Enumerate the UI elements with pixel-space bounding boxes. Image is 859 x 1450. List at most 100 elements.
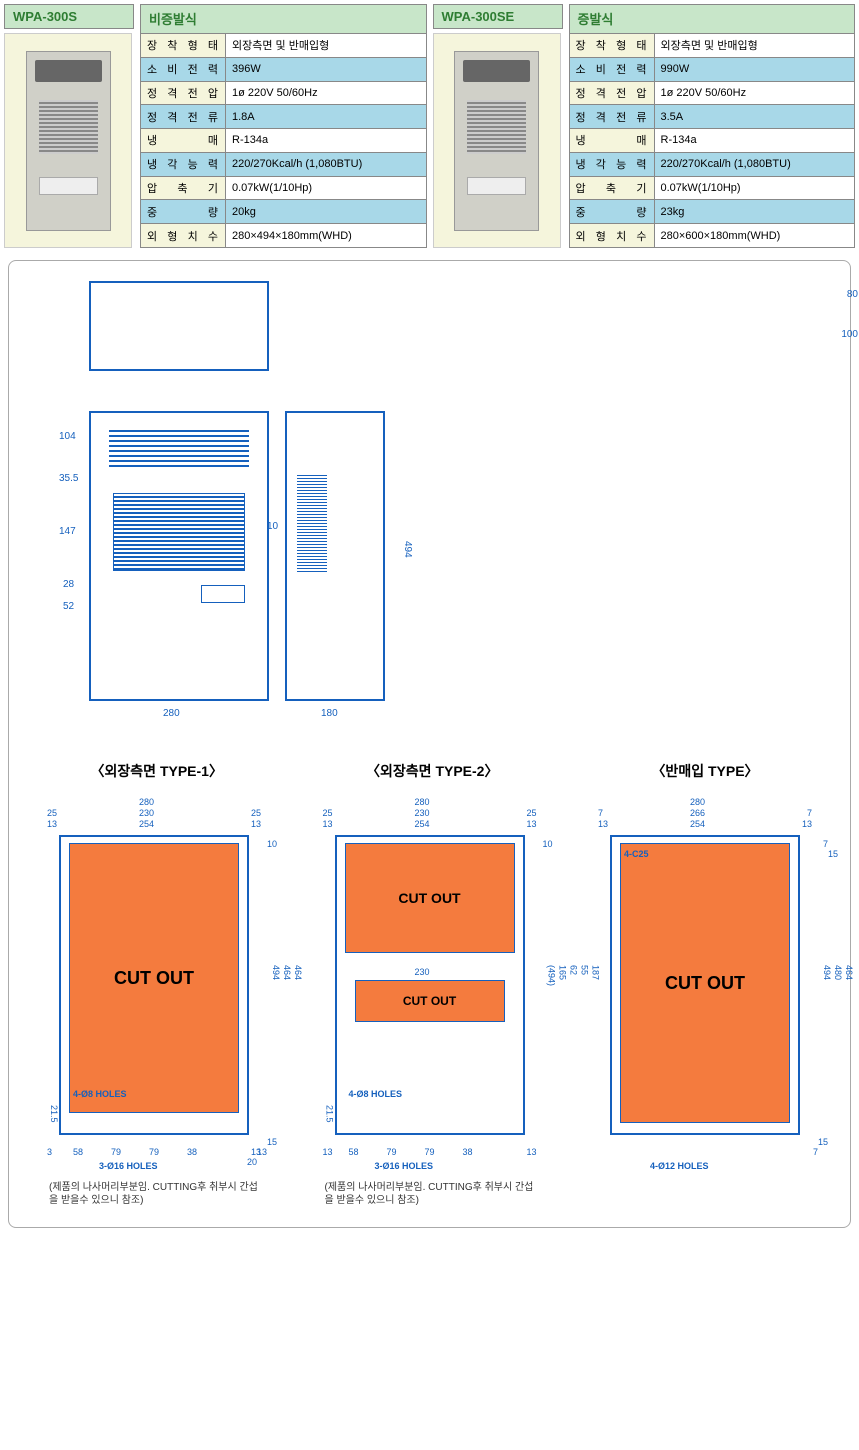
dim: 58: [73, 1147, 83, 1157]
dim: 62: [569, 965, 579, 975]
front-view-drawing: [89, 411, 269, 701]
product-image: [433, 33, 561, 248]
hole-note: 3-Ø16 HOLES: [375, 1161, 434, 1171]
dim: 494: [271, 965, 281, 980]
spec-row: 정 격 전 압1ø 220V 50/60Hz: [141, 81, 427, 105]
cutout-region: CUT OUT: [355, 980, 505, 1022]
spec-label: 장 착 형 태: [141, 33, 226, 57]
type-header: 비증발식: [141, 5, 427, 34]
dim: 494: [402, 541, 413, 558]
dim: 13: [251, 1147, 261, 1157]
dim: 280: [690, 797, 705, 807]
dim: 21.5: [325, 1105, 335, 1123]
spec-value: 396W: [226, 57, 427, 81]
top-view-drawing: [89, 281, 269, 371]
dim: 13: [526, 819, 536, 829]
spec-row: 중 량20kg: [141, 200, 427, 224]
spec-label: 장 착 형 태: [569, 33, 654, 57]
spec-value: 23kg: [654, 200, 855, 224]
dim: 13: [802, 819, 812, 829]
dim: 280: [139, 797, 154, 807]
mount-note: (제품의 나사머리부분임. CUTTING후 취부시 간섭을 받을수 있으니 참…: [305, 1181, 561, 1207]
dim: 15: [818, 1137, 828, 1147]
spec-value: 280×600×180mm(WHD): [654, 224, 855, 248]
dim: 180: [321, 708, 338, 719]
dim: 79: [425, 1147, 435, 1157]
hole-note: 4-Ø8 HOLES: [349, 1089, 403, 1099]
dim: 494: [822, 965, 832, 980]
dim: 254: [139, 819, 154, 829]
spec-label: 외 형 치 수: [569, 224, 654, 248]
mount-drawing: 28023025425251313CUT OUT4944644641015132…: [29, 795, 279, 1175]
spec-value: R-134a: [226, 129, 427, 153]
dim: 25: [526, 808, 536, 818]
dim: 254: [415, 819, 430, 829]
spec-row: 정 격 전 류3.5A: [569, 105, 855, 129]
spec-row: 장 착 형 태외장측면 및 반매입형: [569, 33, 855, 57]
cutout-region: CUT OUT: [69, 843, 239, 1113]
spec-section: WPA-300S비증발식장 착 형 태외장측면 및 반매입형소 비 전 력396…: [0, 0, 859, 252]
spec-value: 20kg: [226, 200, 427, 224]
dim: 35.5: [59, 473, 78, 484]
product-block: WPA-300S비증발식장 착 형 태외장측면 및 반매입형소 비 전 력396…: [4, 4, 427, 248]
dim: 13: [526, 1147, 536, 1157]
spec-value: 0.07kW(1/10Hp): [654, 176, 855, 200]
hole-note: 4-Ø8 HOLES: [73, 1089, 127, 1099]
dim: 79: [149, 1147, 159, 1157]
spec-label: 중 량: [569, 200, 654, 224]
dim: 38: [187, 1147, 197, 1157]
side-view-drawing: [285, 411, 385, 701]
hole-note: 4-C25: [624, 849, 649, 859]
mount-note: (제품의 나사머리부분임. CUTTING후 취부시 간섭을 받을수 있으니 참…: [29, 1181, 285, 1207]
spec-row: 중 량23kg: [569, 200, 855, 224]
dim: 230: [415, 808, 430, 818]
spec-label: 정 격 전 압: [569, 81, 654, 105]
model-header: WPA-300SE: [433, 4, 563, 29]
dim: 254: [690, 819, 705, 829]
type-header: 증발식: [569, 5, 855, 34]
dim: 13: [251, 819, 261, 829]
spec-label: 소 비 전 력: [569, 57, 654, 81]
mount-block: 〈외장측면 TYPE-1〉28023025425251313CUT OUT494…: [29, 761, 285, 1207]
dim: 7: [813, 1147, 818, 1157]
spec-label: 냉 매: [569, 129, 654, 153]
dim: 280: [163, 708, 180, 719]
spec-value: 220/270Kcal/h (1,080BTU): [654, 152, 855, 176]
dim: 15: [828, 849, 838, 859]
spec-row: 장 착 형 태외장측면 및 반매입형: [141, 33, 427, 57]
spec-table: 증발식장 착 형 태외장측면 및 반매입형소 비 전 력990W정 격 전 압1…: [569, 4, 856, 248]
dim: 80: [847, 289, 858, 300]
spec-value: 990W: [654, 57, 855, 81]
dim: 58: [349, 1147, 359, 1157]
spec-label: 정 격 전 류: [141, 105, 226, 129]
spec-value: 1ø 220V 50/60Hz: [226, 81, 427, 105]
hole-note: 3-Ø16 HOLES: [99, 1161, 158, 1171]
spec-value: 1.8A: [226, 105, 427, 129]
dim: 7: [807, 808, 812, 818]
mounting-diagrams: 〈외장측면 TYPE-1〉28023025425251313CUT OUT494…: [29, 761, 830, 1207]
spec-row: 냉 매R-134a: [141, 129, 427, 153]
spec-row: 냉 각 능 력220/270Kcal/h (1,080BTU): [569, 152, 855, 176]
mount-block: 〈반매입 TYPE〉280266254771313CUT OUT49448046…: [580, 761, 830, 1207]
spec-row: 압 축 기0.07kW(1/10Hp): [569, 176, 855, 200]
dim: 79: [111, 1147, 121, 1157]
spec-row: 냉 각 능 력220/270Kcal/h (1,080BTU): [141, 152, 427, 176]
spec-label: 중 량: [141, 200, 226, 224]
dim: 266: [690, 808, 705, 818]
dim: 15: [267, 1137, 277, 1147]
spec-value: 외장측면 및 반매입형: [226, 33, 427, 57]
dim: 38: [463, 1147, 473, 1157]
spec-label: 압 축 기: [141, 176, 226, 200]
mount-drawing: 280266254771313CUT OUT4944804647151574-C…: [580, 795, 830, 1175]
dim: 464: [844, 965, 854, 980]
dim: 147: [59, 526, 76, 537]
dim: 7: [823, 839, 828, 849]
spec-row: 소 비 전 력396W: [141, 57, 427, 81]
dim: 52: [63, 601, 74, 612]
spec-value: 외장측면 및 반매입형: [654, 33, 855, 57]
dim: 230: [415, 967, 430, 977]
spec-row: 정 격 전 류1.8A: [141, 105, 427, 129]
spec-label: 소 비 전 력: [141, 57, 226, 81]
spec-label: 정 격 전 류: [569, 105, 654, 129]
mount-title: 〈외장측면 TYPE-1〉: [29, 761, 285, 781]
